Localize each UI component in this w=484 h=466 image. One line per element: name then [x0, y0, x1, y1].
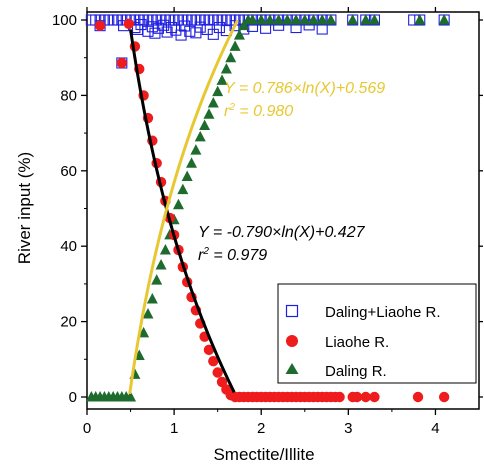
data-point: [360, 391, 371, 403]
x-tick-label-3: 3: [344, 420, 352, 437]
x-tick-label-4: 4: [431, 420, 439, 437]
data-point: [123, 18, 135, 29]
data-point: [229, 40, 241, 51]
data-point: [125, 391, 137, 402]
data-point: [208, 355, 219, 367]
data-point: [438, 391, 450, 403]
data-point: [220, 63, 232, 74]
data-point: [186, 157, 198, 168]
y-tick-label-20: 20: [60, 314, 77, 331]
x-tick-label-1: 1: [170, 420, 178, 437]
data-point: [199, 119, 211, 131]
data-point: [146, 292, 158, 304]
y-tick-label-0: 0: [69, 389, 77, 406]
data-point: [325, 14, 337, 25]
data-point: [412, 391, 424, 403]
data-point: [368, 14, 380, 25]
y-tick-label-80: 80: [60, 87, 77, 104]
data-point: [94, 20, 106, 31]
data-point: [290, 14, 302, 25]
data-point: [203, 108, 215, 119]
data-point: [142, 308, 154, 319]
data-point: [334, 391, 345, 403]
fit-line-liaohe: [129, 29, 236, 393]
data-point: [233, 29, 245, 40]
data-point: [190, 27, 202, 39]
data-point: [213, 21, 225, 34]
data-point: [175, 29, 187, 41]
data-point: [307, 14, 319, 25]
data-point: [316, 14, 328, 25]
data-point: [255, 14, 267, 25]
data-point: [158, 19, 170, 31]
y-tick-label-60: 60: [60, 163, 77, 180]
data-point: [172, 198, 184, 210]
legend-label-liaohe: Liaohe R.: [325, 334, 389, 351]
fit-equation-liaohe: Y = -0.790×ln(X)+0.427: [198, 224, 366, 241]
fit-line-layer: [128, 19, 240, 395]
data-point: [247, 14, 259, 25]
data-point: [194, 21, 206, 33]
data-point: [212, 367, 223, 378]
series-layer: [85, 14, 450, 403]
data-point: [181, 170, 193, 181]
data-point: [203, 344, 215, 356]
data-point: [138, 326, 150, 338]
data-point: [159, 243, 171, 255]
data-point: [151, 274, 163, 285]
x-tick-label-2: 2: [257, 420, 265, 437]
x-axis-title: Smectite/Illite: [213, 445, 314, 464]
data-point: [273, 14, 285, 25]
data-point: [369, 391, 380, 403]
data-point: [264, 14, 276, 25]
y-tick-label-100: 100: [52, 12, 77, 29]
plot-area: [86, 11, 480, 410]
data-point: [207, 28, 219, 40]
data-point: [229, 20, 241, 32]
data-point: [155, 259, 167, 270]
data-point: [194, 130, 206, 142]
fit-equation-daling: Y = 0.786×ln(X)+0.569: [224, 80, 385, 97]
data-point: [238, 19, 250, 31]
legend-marker-liaohe: [286, 335, 298, 347]
legend: Daling+Liaohe R. Liaohe R. Daling R.: [277, 283, 477, 384]
data-point: [438, 14, 450, 25]
fit-r2-liaohe: r2 = 0.979: [198, 246, 267, 264]
data-point: [347, 14, 359, 25]
data-point: [351, 391, 363, 403]
fit-line-daling: [128, 19, 240, 395]
data-point: [216, 376, 228, 388]
data-point: [212, 85, 224, 97]
data-point: [360, 14, 372, 25]
x-tick-label-0: 0: [83, 420, 91, 437]
legend-label-daling-liaohe: Daling+Liaohe R.: [325, 304, 441, 321]
data-point: [135, 18, 147, 31]
fit-r2-daling: r2 = 0.980: [224, 102, 293, 120]
legend-box: [277, 283, 477, 384]
plot-frame: [86, 11, 480, 410]
legend-label-daling: Daling R.: [325, 363, 387, 380]
data-point: [414, 14, 426, 25]
data-point: [281, 14, 293, 25]
data-point: [303, 19, 315, 31]
data-point: [225, 51, 237, 63]
legend-marker-daling-liaohe: [285, 304, 299, 318]
data-point: [146, 21, 158, 33]
y-axis-title: River input (%): [15, 152, 34, 264]
y-tick-label-40: 40: [60, 238, 77, 255]
data-point: [165, 21, 178, 34]
data-point: [207, 96, 219, 108]
series-daling-r-: [85, 14, 450, 402]
data-point: [177, 183, 189, 195]
data-point: [116, 57, 128, 69]
data-point: [216, 74, 228, 85]
data-point: [299, 14, 311, 25]
data-point: [190, 144, 202, 155]
legend-marker-daling: [285, 363, 299, 374]
